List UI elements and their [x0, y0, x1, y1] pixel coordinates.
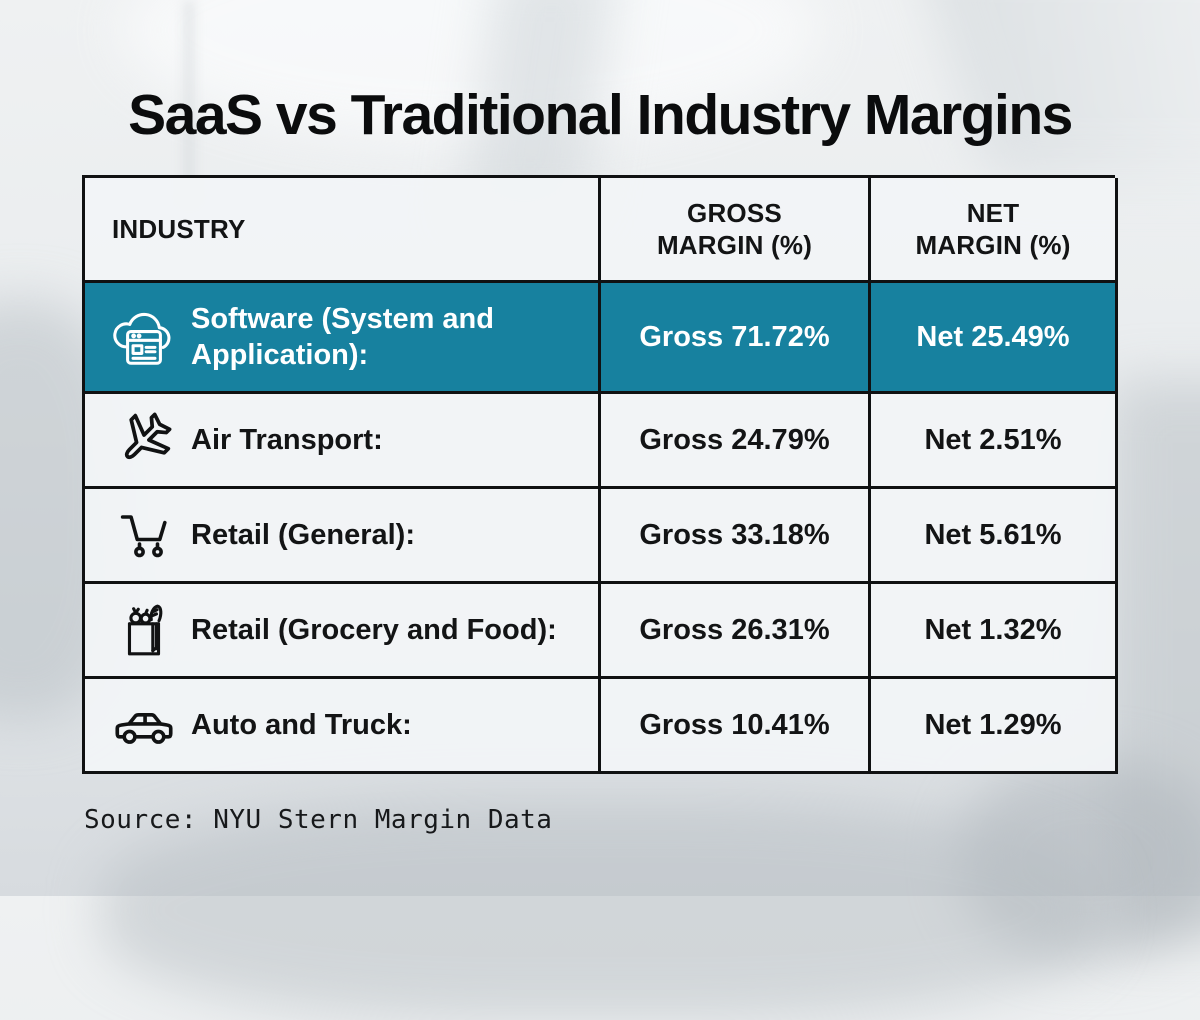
background-chair-blur	[960, 760, 1200, 960]
gross-margin-value: Gross 26.31%	[639, 613, 830, 646]
margins-table: INDUSTRY GROSS MARGIN (%) NET MARGIN (%)	[82, 175, 1118, 774]
gross-margin-cell: Gross 71.72%	[601, 283, 871, 394]
industry-label: Air Transport:	[191, 423, 383, 456]
gross-margin-cell: Gross 26.31%	[601, 584, 871, 679]
gross-margin-cell: Gross 33.18%	[601, 489, 871, 584]
industry-cell-air-transport: Air Transport:	[85, 394, 601, 489]
industry-cell-retail-general: Retail (General):	[85, 489, 601, 584]
net-margin-value: Net 1.32%	[924, 613, 1062, 646]
cloud-app-icon	[105, 305, 183, 369]
net-margin-value: Net 5.61%	[924, 518, 1062, 551]
header-cell-industry: INDUSTRY	[85, 178, 601, 283]
net-margin-value: Net 25.49%	[916, 320, 1070, 353]
net-margin-cell: Net 5.61%	[871, 489, 1118, 584]
net-margin-cell: Net 2.51%	[871, 394, 1118, 489]
header-gross-label: GROSS MARGIN (%)	[656, 197, 813, 261]
header-net-label: NET MARGIN (%)	[915, 197, 1071, 261]
industry-cell-auto-truck: Auto and Truck:	[85, 679, 601, 774]
net-margin-value: Net 1.29%	[924, 708, 1062, 741]
gross-margin-value: Gross 71.72%	[639, 320, 830, 353]
gross-margin-value: Gross 33.18%	[639, 518, 830, 551]
gross-margin-value: Gross 10.41%	[639, 708, 830, 741]
shopping-cart-icon	[105, 508, 183, 562]
net-margin-cell: Net 1.29%	[871, 679, 1118, 774]
grocery-bag-icon	[105, 602, 183, 658]
gross-margin-cell: Gross 10.41%	[601, 679, 871, 774]
industry-cell-software: Software (System and Application):	[85, 283, 601, 394]
gross-margin-value: Gross 24.79%	[639, 423, 830, 456]
car-icon	[105, 703, 183, 747]
header-cell-net-margin: NET MARGIN (%)	[871, 178, 1118, 283]
background-shape	[1110, 380, 1200, 940]
header-industry-label: INDUSTRY	[112, 213, 246, 244]
industry-cell-retail-grocery: Retail (Grocery and Food):	[85, 584, 601, 679]
industry-label: Auto and Truck:	[191, 708, 412, 741]
net-margin-cell: Net 1.32%	[871, 584, 1118, 679]
gross-margin-cell: Gross 24.79%	[601, 394, 871, 489]
industry-label: Software (System and Application):	[191, 302, 494, 371]
industry-label: Retail (General):	[191, 518, 415, 551]
airplane-icon	[105, 412, 183, 468]
page-title: SaaS vs Traditional Industry Margins	[128, 83, 1073, 147]
industry-label: Retail (Grocery and Food):	[191, 613, 557, 646]
source-caption: Source: NYU Stern Margin Data	[84, 805, 553, 835]
header-cell-gross-margin: GROSS MARGIN (%)	[601, 178, 871, 283]
net-margin-cell: Net 25.49%	[871, 283, 1118, 394]
net-margin-value: Net 2.51%	[924, 423, 1062, 456]
